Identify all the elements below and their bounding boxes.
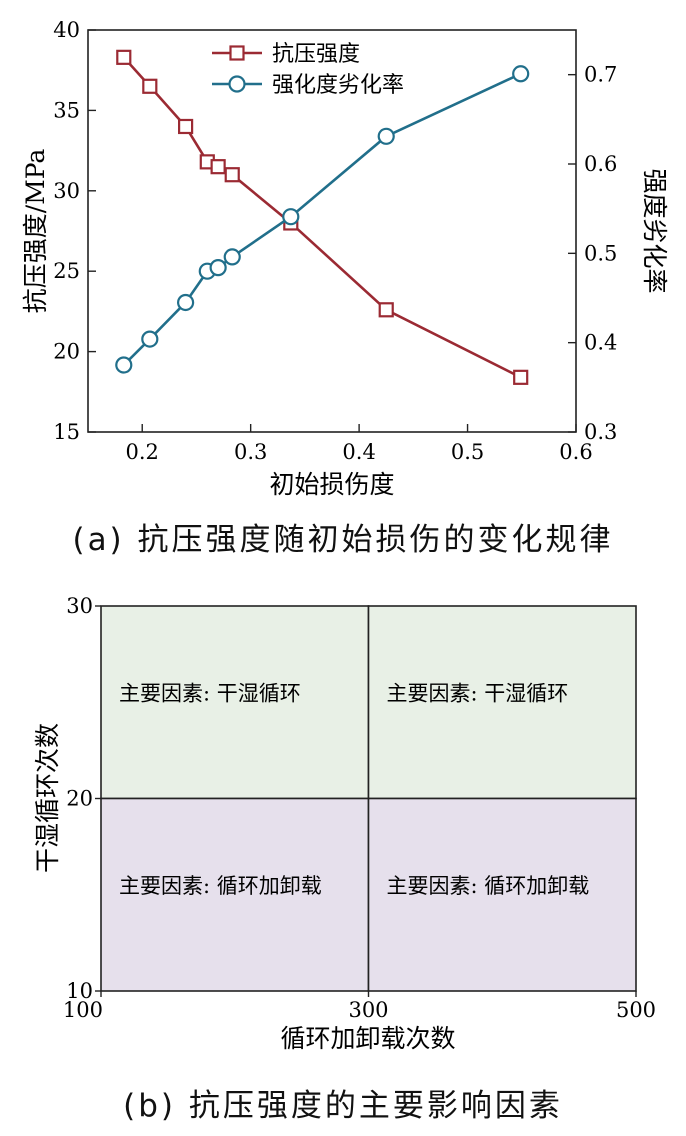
legend-entry-label: 强化度劣化率 [272,73,404,98]
compressive-strength-chart: 0.2 0.3 0.4 0.5 0.6 15 20 25 30 35 40 0.3 0.4 0.5 0.6 0… [21,18,669,499]
legend-entry-label: 抗压强度 [272,42,360,67]
factor-region-label: 主要因素: 干湿循环 [119,681,301,705]
x-tick-label: 0.5 [451,440,484,464]
y-tick-label: 10 [66,979,93,1003]
caption-a: (a) 抗压强度随初始损伤的变化规律 [72,522,614,558]
x-tick-label: 300 [348,998,388,1022]
strength-square-marker [210,159,226,175]
right-y-tick-label: 0.3 [584,420,617,444]
degradation-circle-marker [177,293,195,312]
strength-square-marker [224,167,240,183]
factor-region-label: 主要因素: 循环加卸载 [387,874,590,898]
degradation-circle-marker [377,127,395,145]
degradation-circle-marker [282,208,300,226]
plot-frame [87,29,577,433]
degradation-circle-marker [141,330,159,348]
x-tick-label: 100 [63,998,103,1022]
strength-line [122,56,522,379]
factor-region-cell [100,797,370,992]
left-y-tick-label: 30 [53,179,80,203]
degradation-circle-marker [223,248,241,266]
legend-circle-marker [228,75,246,93]
left-y-tick-label: 35 [53,98,80,122]
factor-region-label: 主要因素: 干湿循环 [387,681,569,705]
degradation-circle-marker [115,356,133,374]
factor-region-cell [367,797,637,992]
factor-region-label: 主要因素: 循环加卸载 [119,874,322,898]
right-y-tick-label: 0.4 [584,331,617,355]
left-y-axis-label: 抗压强度/MPa [21,149,50,314]
x-axis-label: 循环加卸载次数 [280,1024,455,1053]
x-tick-label: 500 [616,998,656,1022]
factor-region-cell [100,605,370,800]
strength-square-marker [178,118,194,135]
left-y-tick-label: 40 [53,18,80,42]
right-y-axis-label: 强度劣化率 [640,168,669,293]
left-y-tick-label: 15 [53,420,80,444]
degradation-circle-marker [209,259,227,277]
legend-square-marker [229,45,245,61]
degradation-line [122,72,522,366]
x-axis-label: 初始损伤度 [269,470,394,499]
x-tick-label: 0.3 [234,440,267,464]
strength-square-marker [116,49,132,65]
y-tick-label: 30 [66,594,93,618]
x-tick-label: 0.2 [126,440,159,464]
right-y-tick-label: 0.5 [584,241,617,265]
strength-square-marker [142,78,158,94]
caption-b: (b) 抗压强度的主要影响因素 [123,1088,563,1124]
right-y-tick-label: 0.6 [584,152,617,176]
strength-square-marker [513,369,529,385]
x-tick-label: 0.4 [342,440,375,464]
y-tick-label: 20 [66,787,93,811]
strength-square-marker [378,302,394,318]
x-tick-label: 0.6 [559,440,592,464]
y-axis-label: 干湿循环次数 [33,723,62,873]
left-y-tick-label: 25 [53,259,80,283]
factor-region-cell [367,605,637,800]
left-y-tick-label: 20 [53,340,80,364]
degradation-circle-marker [512,65,530,83]
right-y-tick-label: 0.7 [584,63,617,87]
